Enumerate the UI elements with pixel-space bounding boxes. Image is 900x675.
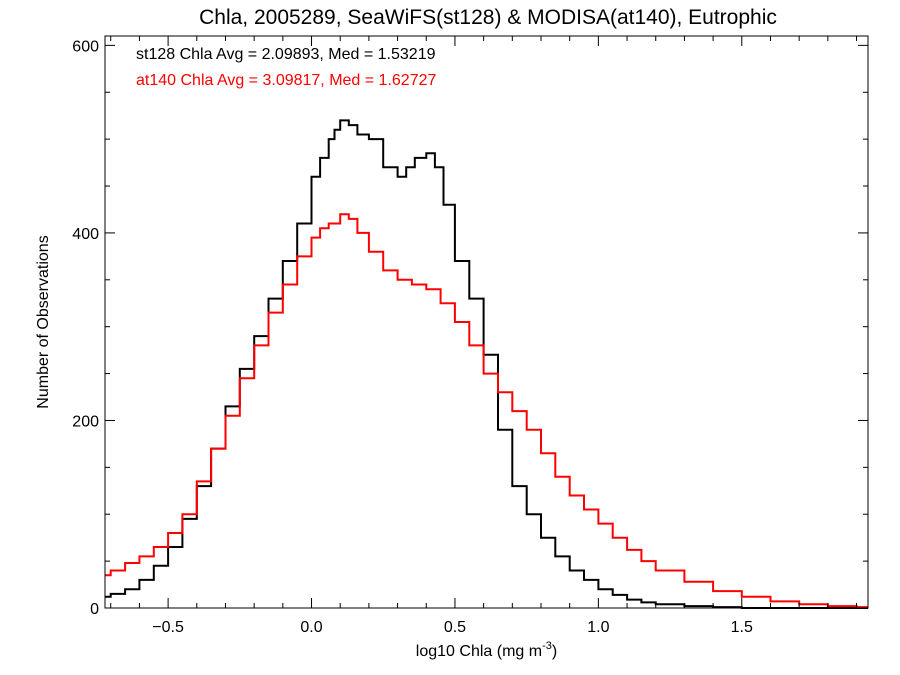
tick-label-layer: −0.5 0.0 0.5 1.0 1.5 0 200 400 600: [72, 38, 753, 636]
y-tick-label: 400: [72, 226, 99, 243]
x-tick-label: −0.5: [152, 619, 184, 636]
x-tick-label: 1.5: [731, 619, 753, 636]
chart-title: Chla, 2005289, SeaWiFS(st128) & MODISA(a…: [199, 6, 777, 29]
x-axis-label-main: log10 Chla (mg m: [416, 643, 542, 660]
x-tick-label: 0.0: [300, 619, 322, 636]
x-tick-label: 1.0: [587, 619, 609, 636]
y-tick-label: 200: [72, 413, 99, 430]
x-axis-label: log10 Chla (mg m-3): [416, 640, 557, 660]
annotation-1: at140 Chla Avg = 3.09817, Med = 1.62727: [136, 72, 436, 89]
x-axis-label-suffix: ): [552, 643, 557, 660]
series-line-0: [105, 119, 868, 609]
annotation-0: st128 Chla Avg = 2.09893, Med = 1.53219: [136, 46, 436, 63]
y-tick-label: 0: [90, 601, 99, 618]
y-axis-label: Number of Observations: [35, 235, 52, 408]
y-tick-label: 600: [72, 38, 99, 55]
annotation-layer: st128 Chla Avg = 2.09893, Med = 1.53219 a…: [136, 46, 436, 89]
plot-frame: [104, 35, 869, 609]
series-line-1: [105, 213, 868, 609]
tick-layer: [105, 36, 868, 609]
series-layer: [105, 119, 868, 609]
x-axis-label-superscript: -3: [542, 640, 552, 652]
x-tick-label: 0.5: [444, 619, 466, 636]
